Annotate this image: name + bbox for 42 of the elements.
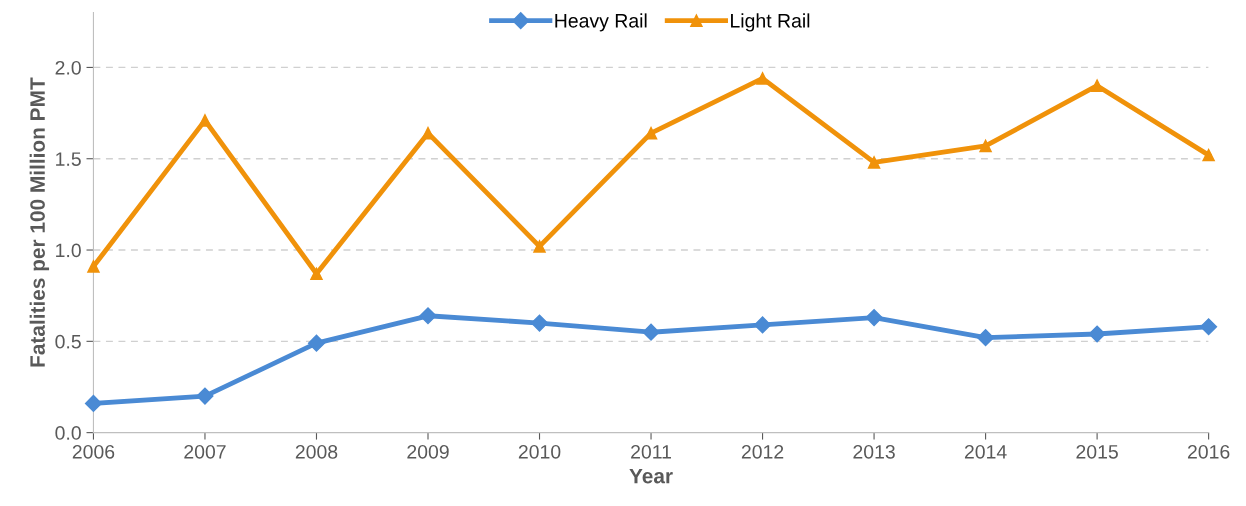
y-tick-label: 0.0 [55, 426, 81, 440]
point [756, 72, 769, 85]
x-tick-label: 2015 [1076, 444, 1118, 459]
y-tick-label: 2.0 [55, 60, 81, 75]
point [867, 156, 881, 169]
x-tick-label: 2010 [518, 444, 561, 459]
point [1088, 325, 1106, 343]
legend-label: Light Rail [731, 13, 810, 32]
x-tick-label: 2007 [184, 444, 226, 459]
point [198, 114, 212, 127]
y-axis-title: Fatalities per 100 Million PMT [29, 77, 50, 367]
point [307, 334, 326, 352]
point [1202, 148, 1215, 162]
point [753, 316, 772, 334]
point [1200, 318, 1218, 336]
x-tick-label: 2008 [295, 444, 338, 459]
point [530, 314, 549, 332]
point [1090, 79, 1104, 92]
x-tick-label: 2012 [741, 444, 784, 459]
x-axis-title: Year [629, 468, 673, 484]
x-tick-label: 2014 [964, 444, 1007, 459]
point [310, 267, 323, 281]
legend-label: Heavy Rail [555, 13, 647, 32]
point [977, 329, 995, 347]
point [642, 323, 660, 341]
point [196, 387, 214, 405]
point [419, 307, 437, 325]
y-tick-label: 1.5 [56, 152, 81, 166]
x-tick-label: 2011 [631, 444, 671, 459]
x-tick-label: 2009 [407, 444, 449, 459]
point [84, 394, 103, 412]
y-tick-label: 0.5 [55, 334, 81, 349]
point [644, 126, 658, 140]
point [533, 240, 546, 253]
point [865, 309, 883, 327]
point [87, 260, 100, 273]
x-tick-label: 2013 [853, 444, 895, 459]
x-tick-label: 2016 [1187, 444, 1230, 459]
point [979, 139, 992, 153]
y-tick-label: 1.0 [56, 243, 81, 258]
point [421, 126, 435, 140]
x-tick-label: 2006 [72, 444, 115, 459]
